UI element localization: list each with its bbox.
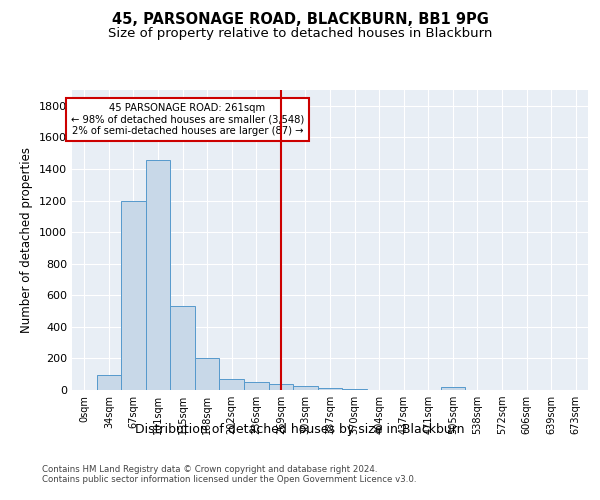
Bar [146, 160, 170, 390]
Text: 45, PARSONAGE ROAD, BLACKBURN, BB1 9PG: 45, PARSONAGE ROAD, BLACKBURN, BB1 9PG [112, 12, 488, 28]
Text: Size of property relative to detached houses in Blackburn: Size of property relative to detached ho… [108, 28, 492, 40]
Bar [318, 388, 342, 390]
Bar [440, 387, 465, 390]
Bar [244, 382, 269, 390]
Bar [220, 379, 244, 390]
Y-axis label: Number of detached properties: Number of detached properties [20, 147, 34, 333]
Text: Distribution of detached houses by size in Blackburn: Distribution of detached houses by size … [135, 422, 465, 436]
Text: Contains HM Land Registry data © Crown copyright and database right 2024.
Contai: Contains HM Land Registry data © Crown c… [42, 465, 416, 484]
Bar [121, 202, 146, 390]
Bar [342, 389, 367, 390]
Bar [97, 375, 121, 390]
Bar [170, 306, 195, 390]
Bar [293, 386, 318, 390]
Bar [195, 358, 220, 390]
Text: 45 PARSONAGE ROAD: 261sqm
← 98% of detached houses are smaller (3,548)
2% of sem: 45 PARSONAGE ROAD: 261sqm ← 98% of detac… [71, 102, 304, 136]
Bar [269, 384, 293, 390]
